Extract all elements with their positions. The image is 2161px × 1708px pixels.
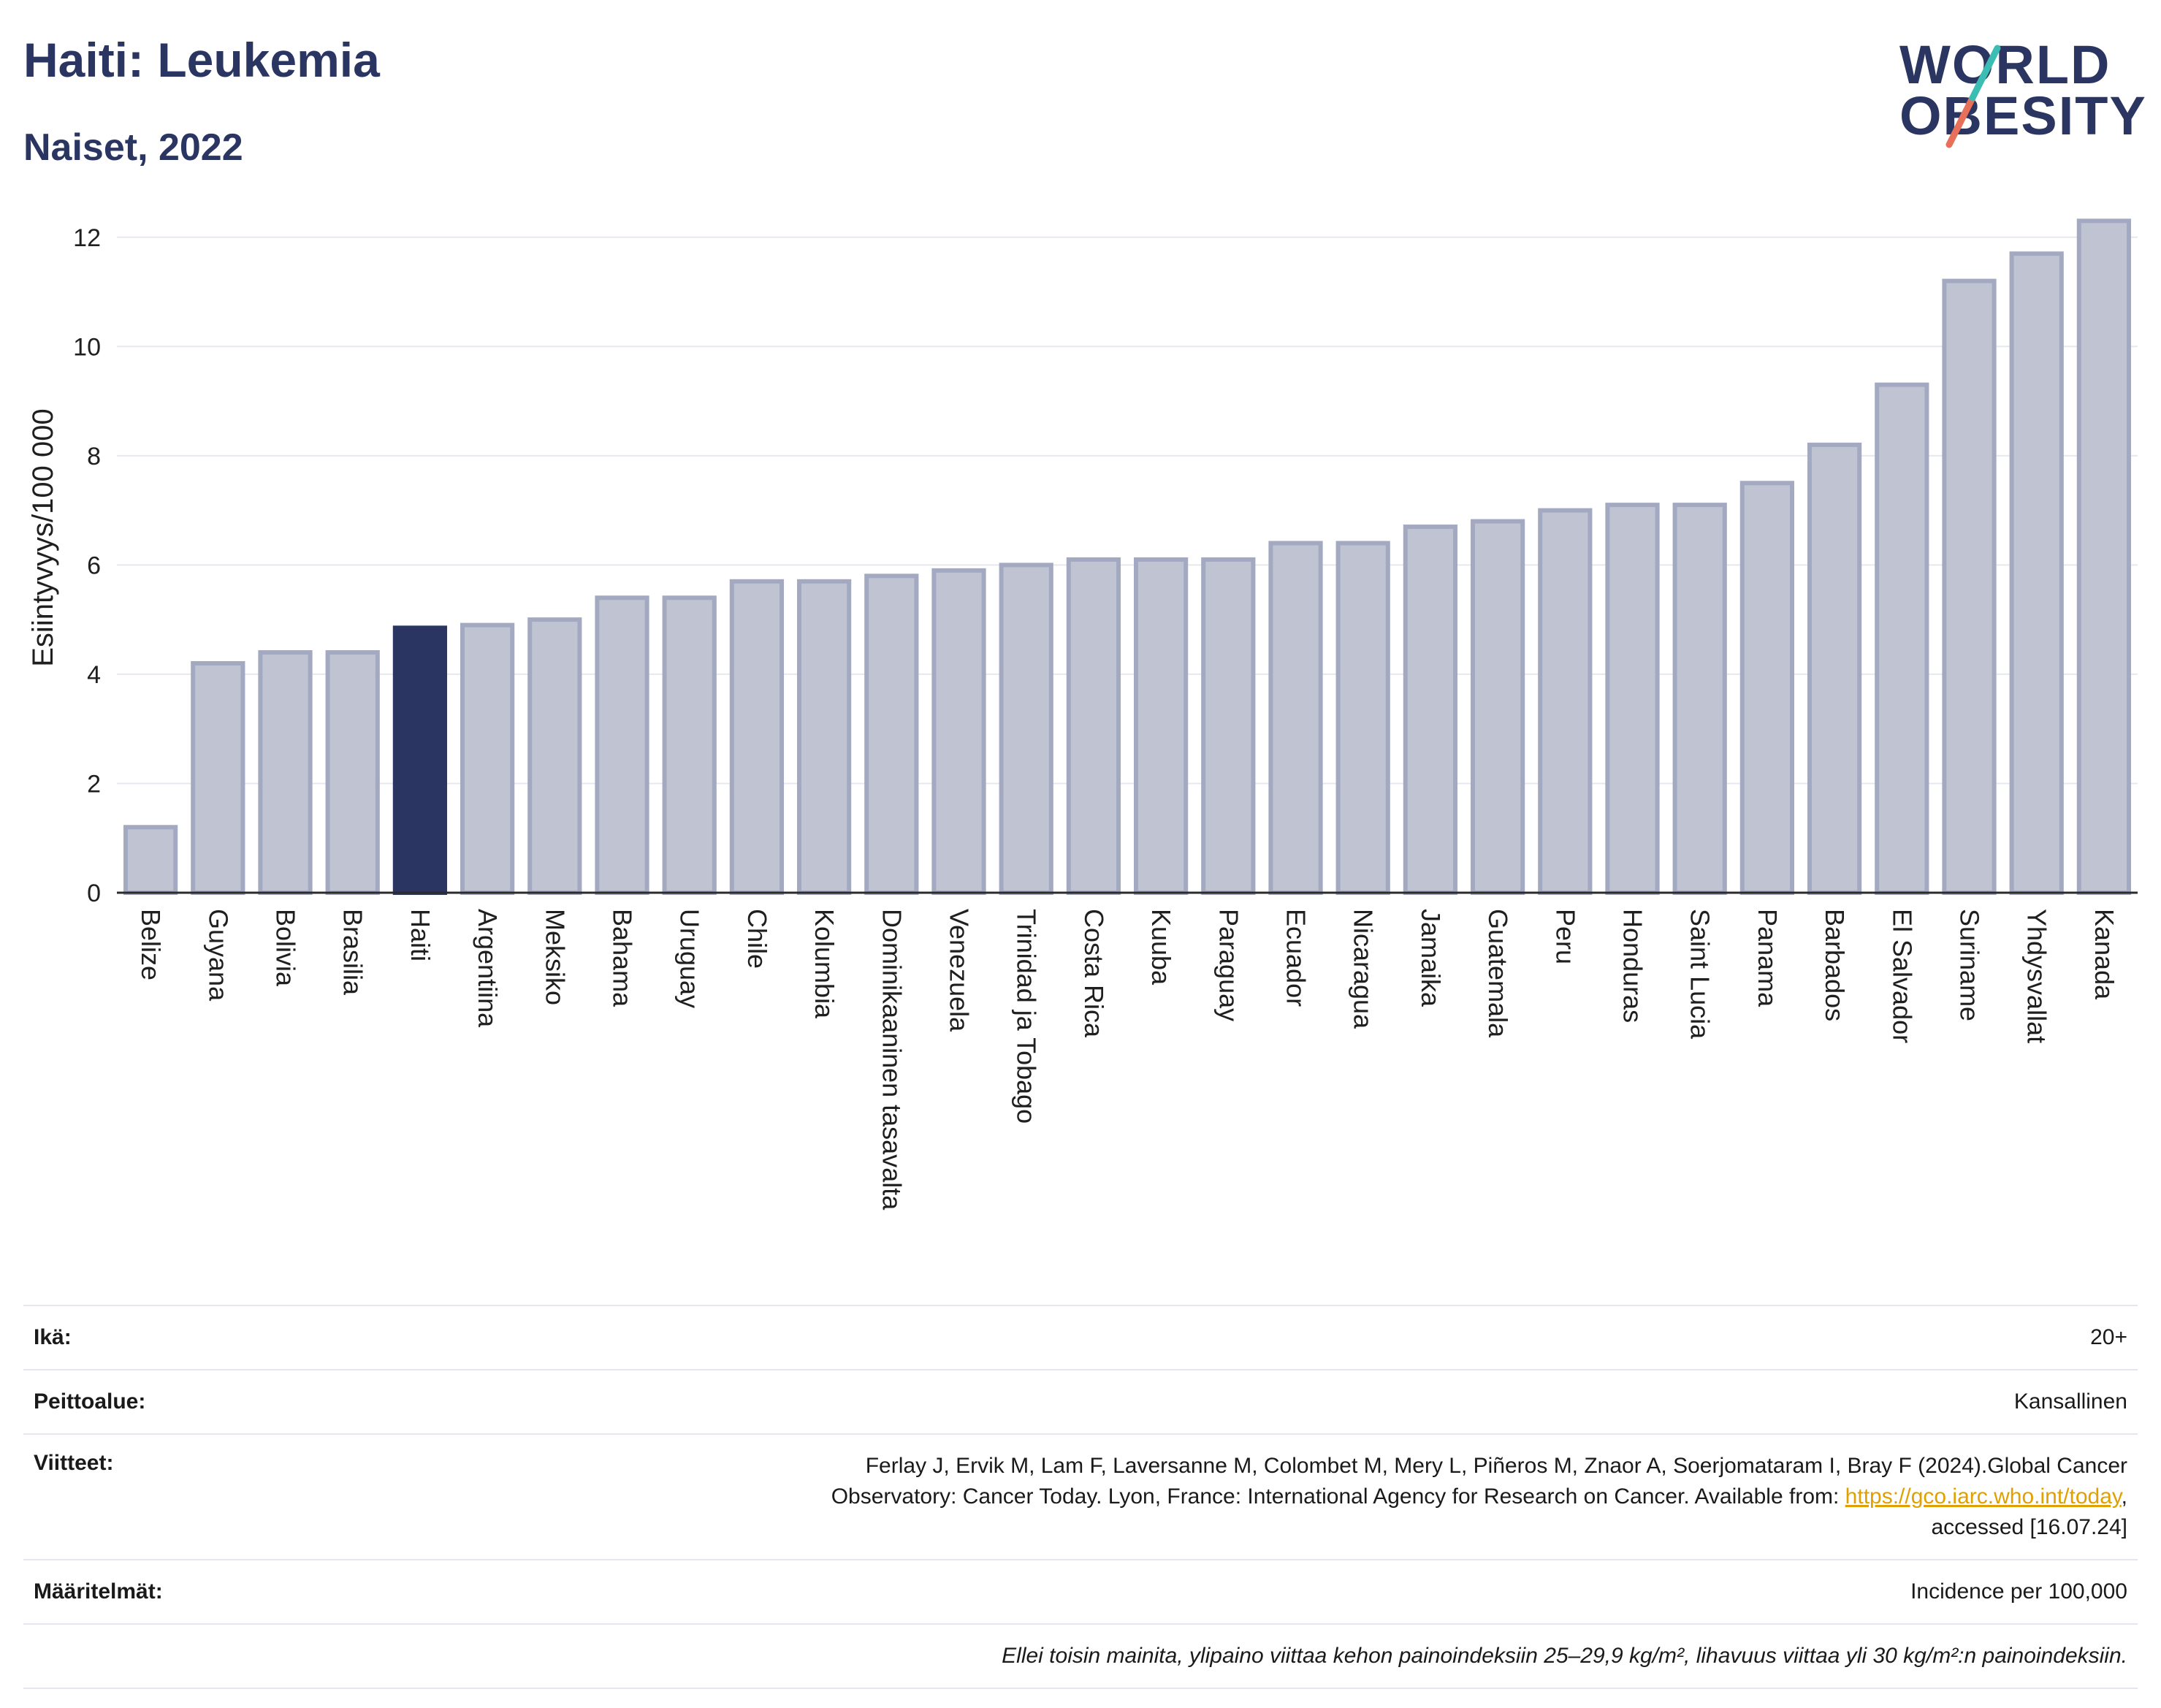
references-value: Ferlay J, Ervik M, Lam F, Laversanne M, … <box>831 1451 2127 1543</box>
y-tick-label: 12 <box>73 224 101 252</box>
bar <box>2076 218 2132 896</box>
info-row-references: Viitteet: Ferlay J, Ervik M, Lam F, Lave… <box>23 1433 2138 1559</box>
x-tick-label: Saint Lucia <box>1685 909 1715 1040</box>
info-row-age: Ikä: 20+ <box>23 1305 2138 1369</box>
bar <box>1942 278 1997 896</box>
bar <box>2009 251 2064 895</box>
y-tick-label: 6 <box>87 552 101 579</box>
x-tick-label: Kanada <box>2089 909 2119 1000</box>
x-tick-label: Bahama <box>608 909 638 1007</box>
bar-chart: 0 2 4 6 8 10 12 Esiintyvyys/100 000 Belize Guyana… <box>27 218 2138 1211</box>
y-tick-label: 0 <box>87 880 101 907</box>
bar <box>191 660 245 895</box>
x-tick-label: Dominikaaninen tasavalta <box>877 909 907 1211</box>
x-tick-label: Brasilia <box>338 909 368 996</box>
y-tick-label: 2 <box>87 770 101 798</box>
y-axis-title: Esiintyvyys/100 000 <box>27 408 59 667</box>
bar <box>1470 519 1525 895</box>
bar <box>1739 481 1795 895</box>
bar <box>864 573 919 895</box>
bar <box>931 568 986 895</box>
x-tick-label: Panama <box>1753 909 1783 1007</box>
y-tick-label: 4 <box>87 661 101 689</box>
logo-line-2: OBESITY <box>1899 85 2147 146</box>
references-text-2: Observatory: Cancer Today. Lyon, France:… <box>831 1484 1845 1509</box>
bar <box>729 579 785 895</box>
definitions-label: Määritelmät: <box>34 1579 163 1604</box>
x-tick-label: Honduras <box>1618 909 1648 1023</box>
references-label: Viitteet: <box>34 1451 114 1475</box>
bar <box>662 595 717 895</box>
references-link[interactable]: https://gco.iarc.who.int/today <box>1845 1484 2122 1509</box>
bar <box>258 650 313 895</box>
chart-title: Haiti: Leukemia <box>23 33 380 87</box>
x-tick-label: Nicaragua <box>1349 909 1379 1029</box>
bar <box>1538 508 1593 895</box>
bar <box>595 595 649 895</box>
x-tick-label: Barbados <box>1820 909 1850 1021</box>
bar <box>460 622 515 896</box>
bar <box>1807 442 1862 895</box>
bar <box>1201 557 1256 896</box>
x-tick-label: Belize <box>136 909 166 980</box>
references-text-4: accessed [16.07.24] <box>1931 1515 2127 1539</box>
x-tick-label: Ecuador <box>1281 909 1311 1007</box>
bar <box>1875 382 1929 895</box>
definitions-value: Incidence per 100,000 <box>1910 1579 2127 1604</box>
references-text-3: , <box>2121 1484 2127 1509</box>
bar <box>999 563 1053 896</box>
logo-line-1: WORLD <box>1899 34 2111 95</box>
x-tick-label: Trinidad ja Tobago <box>1012 909 1042 1124</box>
x-tick-label: Uruguay <box>675 909 705 1008</box>
logo-slash-icon <box>1945 45 2001 148</box>
x-tick-label: Argentiina <box>473 909 503 1028</box>
info-row-definitions: Määritelmät: Incidence per 100,000 <box>23 1559 2138 1623</box>
y-tick-label: 8 <box>87 443 101 470</box>
chart-subtitle: Naiset, 2022 <box>23 126 243 169</box>
x-tick-label: Guyana <box>203 909 233 1002</box>
bar <box>123 825 178 896</box>
bar <box>1403 525 1458 895</box>
bar <box>392 625 448 895</box>
x-tick-label: El Salvador <box>1887 909 1917 1043</box>
x-tick-label: Kolumbia <box>809 909 839 1019</box>
bar <box>1605 503 1660 895</box>
x-tick-label: Guatemala <box>1483 909 1513 1038</box>
bar <box>325 650 380 895</box>
references-text-1: Ferlay J, Ervik M, Lam F, Laversanne M, … <box>865 1454 2127 1478</box>
bar <box>1066 557 1121 896</box>
footnote: Ellei toisin mainita, ylipaino viittaa k… <box>1002 1644 2127 1668</box>
x-tick-label: Paraguay <box>1213 909 1243 1021</box>
x-tick-label: Venezuela <box>945 909 975 1032</box>
bar <box>1268 541 1323 895</box>
age-label: Ikä: <box>34 1325 72 1349</box>
bar <box>1672 503 1727 895</box>
x-tick-label: Jamaika <box>1416 909 1446 1007</box>
bar <box>527 617 582 896</box>
world-obesity-logo: WORLD OBESITY <box>1899 22 2148 153</box>
x-tick-label: Meksiko <box>540 909 570 1005</box>
x-tick-label: Peru <box>1550 909 1580 964</box>
x-tick-label: Costa Rica <box>1079 909 1109 1038</box>
x-tick-label: Bolivia <box>271 909 301 987</box>
coverage-label: Peittoalue: <box>34 1389 146 1414</box>
x-tick-label: Suriname <box>1955 909 1985 1021</box>
age-value: 20+ <box>2090 1325 2127 1349</box>
bar <box>796 579 852 895</box>
y-tick-label: 10 <box>73 333 101 361</box>
x-tick-label: Haiti <box>405 909 435 961</box>
x-tick-label: Yhdysvallat <box>2022 909 2052 1043</box>
coverage-value: Kansallinen <box>2013 1389 2127 1414</box>
x-tick-label: Chile <box>742 909 772 969</box>
bar <box>1335 541 1390 895</box>
info-row-note: Ellei toisin mainita, ylipaino viittaa k… <box>23 1623 2138 1689</box>
info-row-coverage: Peittoalue: Kansallinen <box>23 1369 2138 1433</box>
x-tick-label: Kuuba <box>1146 909 1176 985</box>
bar <box>1133 557 1189 896</box>
info-table: Ikä: 20+ Peittoalue: Kansallinen Viittee… <box>23 1305 2138 1689</box>
